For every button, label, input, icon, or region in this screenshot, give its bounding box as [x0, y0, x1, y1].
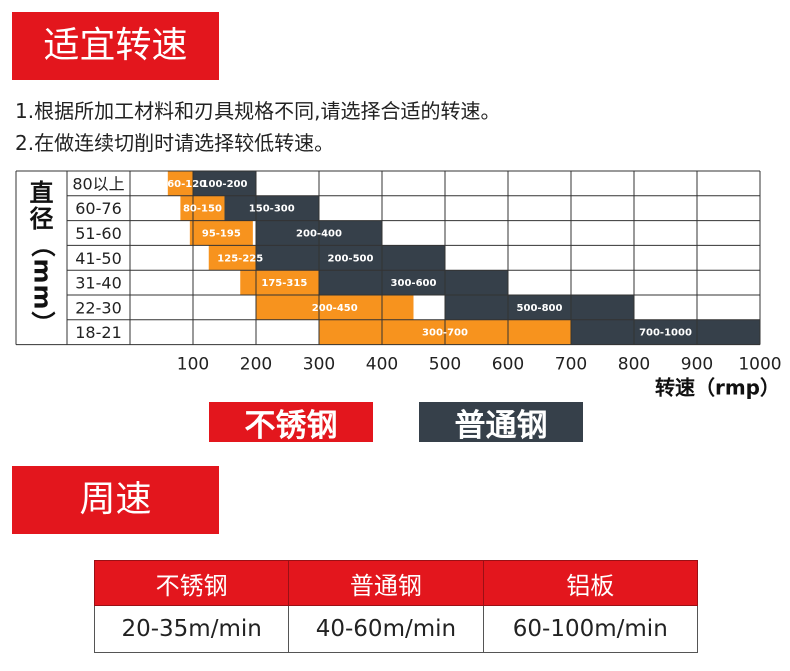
x-axis-title: 转速（rmp）	[655, 376, 780, 400]
x-tick-label: 500	[429, 355, 461, 375]
bar-carbon	[445, 295, 634, 320]
y-axis-label-char: （	[29, 233, 57, 257]
bar-label-stainless: 200-450	[312, 303, 358, 314]
bar-label-stainless: 175-315	[261, 278, 307, 289]
category-label: 80以上	[72, 174, 124, 193]
bar-stainless	[180, 195, 225, 221]
table-header-row: 不锈钢 普通钢 铝板	[93, 560, 699, 606]
bar-label-carbon: 200-500	[328, 253, 374, 264]
x-tick-label: 700	[555, 355, 587, 375]
note-1: 1.根据所加工材料和刃具规格不同,请选择合适的转速。	[15, 99, 501, 123]
x-tick-label: 600	[492, 355, 524, 375]
bar-label-stainless: 95-195	[202, 229, 241, 240]
y-axis-label-char: m	[29, 258, 57, 283]
table-row: 20-35m/min 40-60m/min 60-100m/min	[93, 605, 699, 653]
legend-stainless-steel: 不锈钢	[209, 402, 373, 444]
value-stainless-steel: 20-35m/min	[93, 605, 290, 653]
bar-stainless	[256, 295, 414, 320]
bar-label-stainless: 60-120	[167, 179, 206, 190]
bar-carbon	[224, 195, 319, 221]
value-carbon-steel: 40-60m/min	[288, 605, 484, 653]
category-label: 22-30	[75, 298, 122, 317]
x-tick-label: 400	[366, 355, 398, 375]
y-axis-label-char: 径	[30, 205, 54, 233]
header-carbon-steel: 普通钢	[288, 560, 484, 606]
bar-carbon	[256, 245, 445, 271]
bar-label-stainless: 80-150	[183, 204, 222, 215]
section-title-surface-speed: 周速	[12, 466, 219, 534]
bar-label-stainless: 125-225	[217, 253, 263, 264]
speed-chart: 60-120 80-150 95-195 125-225 175-315 200-450 3…	[15, 170, 782, 400]
bar-stainless	[189, 220, 253, 246]
x-tick-label: 300	[303, 355, 335, 375]
category-label: 51-60	[75, 224, 122, 243]
y-axis-label-char: 直	[30, 179, 54, 207]
note-2: 2.在做连续切削时请选择较低转速。	[15, 131, 335, 155]
section-title-speed: 适宜转速	[12, 12, 219, 80]
x-tick-label: 900	[681, 355, 713, 375]
bar-label-carbon: 100-200	[202, 179, 248, 190]
x-tick-label: 100	[177, 355, 209, 375]
category-label: 41-50	[75, 249, 122, 268]
bar-label-carbon: 200-400	[296, 229, 342, 240]
bar-label-stainless: 300-700	[422, 328, 468, 339]
legend-carbon-steel: 普通钢	[419, 402, 583, 444]
x-tick-label: 1000	[738, 355, 781, 375]
bar-carbon	[319, 270, 508, 295]
category-label: 18-21	[75, 323, 122, 342]
bar-label-carbon: 300-600	[391, 278, 437, 289]
surface-speed-table: 不锈钢 普通钢 铝板 20-35m/min 40-60m/min 60-100m…	[93, 560, 699, 653]
bar-label-carbon: 500-800	[517, 303, 563, 314]
category-label: 31-40	[75, 274, 122, 293]
bar-carbon	[193, 171, 256, 196]
header-stainless-steel: 不锈钢	[93, 560, 290, 606]
bar-label-carbon: 150-300	[249, 204, 295, 215]
x-tick-label: 200	[240, 355, 272, 375]
bar-label-carbon: 700-1000	[639, 328, 692, 339]
bar-carbon	[571, 319, 760, 345]
header-aluminum: 铝板	[482, 560, 699, 606]
y-axis-label-char: m	[29, 284, 57, 309]
bar-stainless	[240, 270, 329, 295]
y-axis-label-char: ）	[29, 311, 57, 335]
category-label: 60-76	[75, 199, 122, 218]
value-aluminum: 60-100m/min	[482, 605, 699, 653]
x-tick-label: 800	[618, 355, 650, 375]
